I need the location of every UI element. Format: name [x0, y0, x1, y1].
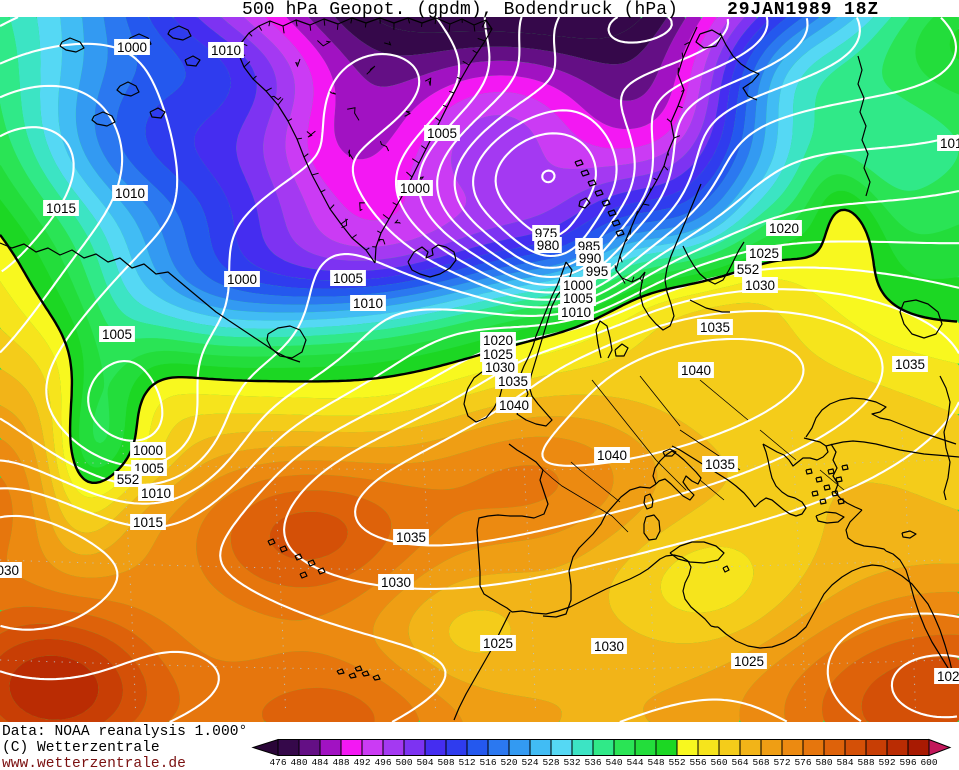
svg-text:548: 548 [647, 757, 664, 768]
svg-text:512: 512 [458, 757, 475, 768]
svg-text:990: 990 [579, 251, 602, 266]
svg-text:1025: 1025 [734, 654, 764, 669]
svg-text:584: 584 [836, 757, 853, 768]
svg-text:500 hPa Geopot. (gpdm), Bodend: 500 hPa Geopot. (gpdm), Bodendruck (hPa) [242, 0, 678, 20]
svg-text:588: 588 [857, 757, 874, 768]
svg-text:516: 516 [479, 757, 496, 768]
svg-text:1030: 1030 [485, 360, 515, 375]
svg-text:Data: NOAA reanalysis 1.000°: Data: NOAA reanalysis 1.000° [2, 724, 247, 740]
svg-text:552: 552 [737, 262, 760, 277]
svg-text:600: 600 [920, 757, 937, 768]
svg-text:552: 552 [668, 757, 685, 768]
svg-text:1010: 1010 [115, 186, 145, 201]
svg-text:1035: 1035 [396, 530, 426, 545]
svg-text:1025: 1025 [483, 636, 513, 651]
svg-text:560: 560 [710, 757, 727, 768]
svg-text:592: 592 [878, 757, 895, 768]
svg-text:1005: 1005 [427, 126, 457, 141]
svg-text:488: 488 [332, 757, 349, 768]
svg-text:1035: 1035 [498, 374, 528, 389]
svg-text:1035: 1035 [700, 320, 730, 335]
svg-text:500: 500 [395, 757, 412, 768]
svg-text:29JAN1989 18Z: 29JAN1989 18Z [727, 0, 879, 20]
svg-text:1000: 1000 [400, 181, 430, 196]
svg-text:572: 572 [773, 757, 790, 768]
svg-text:1010: 1010 [141, 486, 171, 501]
svg-text:(C) Wetterzentrale: (C) Wetterzentrale [2, 740, 160, 756]
svg-text:1040: 1040 [597, 448, 627, 463]
svg-text:1025: 1025 [749, 246, 779, 261]
svg-text:540: 540 [605, 757, 622, 768]
svg-text:528: 528 [542, 757, 559, 768]
svg-text:1005: 1005 [333, 271, 363, 286]
svg-text:1030: 1030 [594, 639, 624, 654]
svg-text:1000: 1000 [227, 272, 257, 287]
svg-text:532: 532 [563, 757, 580, 768]
svg-text:1020: 1020 [937, 669, 959, 684]
svg-text:576: 576 [794, 757, 811, 768]
svg-text:1010: 1010 [561, 305, 591, 320]
svg-text:1015: 1015 [133, 515, 163, 530]
svg-text:492: 492 [353, 757, 370, 768]
svg-text:1030: 1030 [0, 563, 19, 578]
svg-text:496: 496 [374, 757, 391, 768]
svg-text:556: 556 [689, 757, 706, 768]
svg-text:1035: 1035 [895, 357, 925, 372]
svg-text:995: 995 [586, 264, 609, 279]
svg-text:1000: 1000 [563, 278, 593, 293]
svg-text:536: 536 [584, 757, 601, 768]
svg-text:1030: 1030 [381, 575, 411, 590]
svg-text:www.wetterzentrale.de: www.wetterzentrale.de [2, 756, 186, 770]
svg-text:1040: 1040 [499, 398, 529, 413]
svg-text:980: 980 [537, 238, 560, 253]
svg-text:1005: 1005 [563, 291, 593, 306]
svg-text:1020: 1020 [769, 221, 799, 236]
svg-text:564: 564 [731, 757, 748, 768]
svg-text:476: 476 [269, 757, 286, 768]
svg-text:480: 480 [290, 757, 307, 768]
svg-text:1040: 1040 [681, 363, 711, 378]
svg-text:1025: 1025 [483, 347, 513, 362]
svg-text:580: 580 [815, 757, 832, 768]
svg-text:484: 484 [311, 757, 328, 768]
svg-text:596: 596 [899, 757, 916, 768]
svg-text:1015: 1015 [46, 201, 76, 216]
svg-text:520: 520 [500, 757, 517, 768]
svg-text:568: 568 [752, 757, 769, 768]
svg-text:552: 552 [117, 472, 140, 487]
svg-text:1020: 1020 [483, 333, 513, 348]
svg-text:508: 508 [437, 757, 454, 768]
svg-text:1010: 1010 [353, 296, 383, 311]
svg-text:1000: 1000 [117, 40, 147, 55]
svg-text:524: 524 [521, 757, 538, 768]
svg-text:1000: 1000 [133, 443, 163, 458]
svg-text:1010: 1010 [940, 136, 959, 151]
svg-text:544: 544 [626, 757, 643, 768]
svg-text:1035: 1035 [705, 457, 735, 472]
svg-text:504: 504 [416, 757, 433, 768]
svg-text:1010: 1010 [211, 43, 241, 58]
svg-text:1005: 1005 [102, 327, 132, 342]
svg-text:1030: 1030 [745, 278, 775, 293]
